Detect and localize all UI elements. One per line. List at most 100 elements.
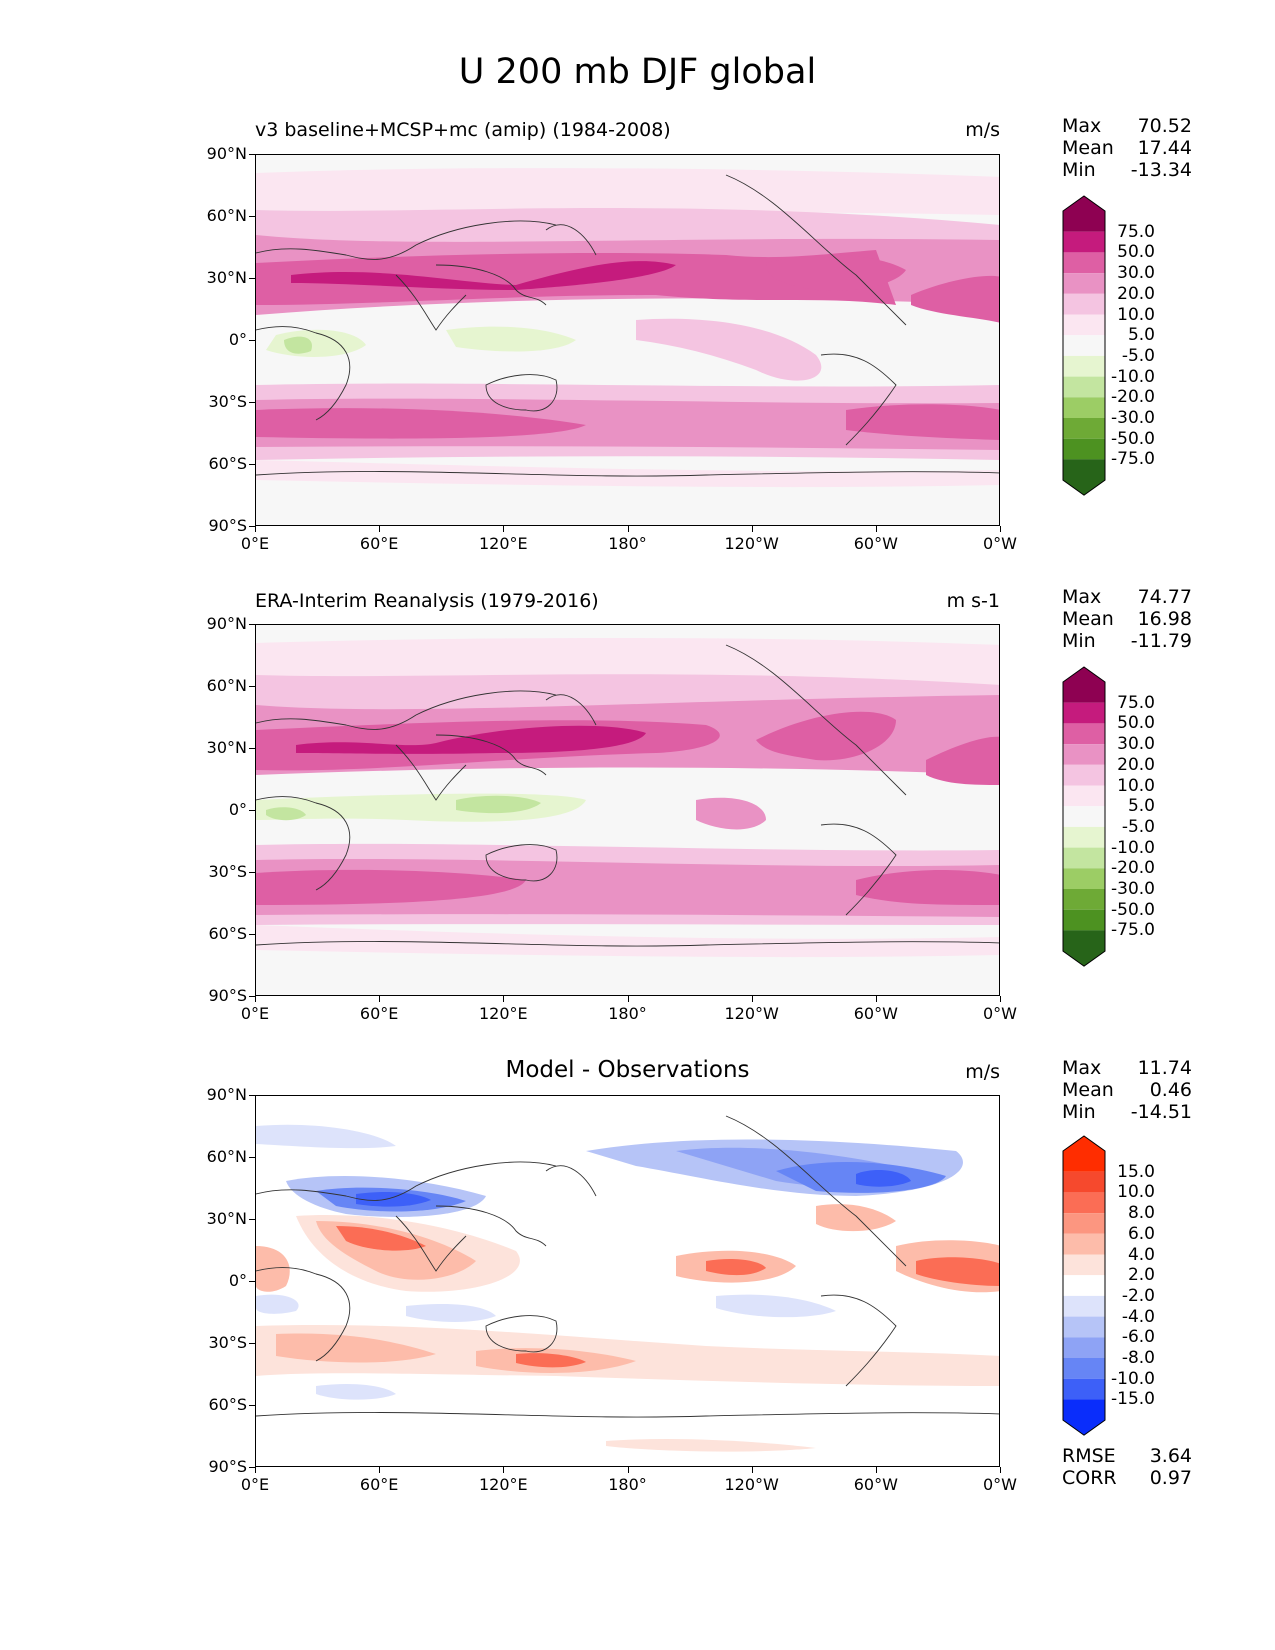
x-tick-label: 60°W [853, 1004, 898, 1023]
colorbar-segment [1063, 826, 1105, 848]
y-tick-label: 90°S [208, 1457, 247, 1476]
y-tick-mark [249, 1281, 255, 1282]
colorbar-segment [1063, 1378, 1105, 1400]
colorbar-label: 20.0 [1117, 754, 1155, 775]
stat-value: 70.52 [1137, 115, 1192, 137]
colorbar-segment [1063, 1233, 1105, 1255]
colorbar-segment [1063, 723, 1105, 745]
colorbar-label: -10.0 [1111, 1368, 1155, 1389]
colorbar-segment [1063, 355, 1105, 377]
stat-value: 74.77 [1137, 586, 1192, 608]
x-tick-label: 120°E [479, 534, 528, 553]
colorbar-label: 30.0 [1117, 263, 1155, 284]
panel-title: v3 baseline+MCSP+mc (amip) (1984-2008) [255, 119, 671, 141]
stats-block: Max 70.52 Mean 17.44 Min -13.34 [1062, 115, 1192, 181]
map-model [255, 154, 1000, 526]
colorbar-segment [1063, 667, 1105, 703]
x-tick-mark [751, 996, 753, 1002]
x-tick-mark [1000, 1467, 1001, 1473]
stat-value: -14.51 [1130, 1101, 1192, 1123]
x-tick-label: 180° [608, 1004, 647, 1023]
colorbar-segment [1063, 1275, 1105, 1296]
colorbar-label: -50.0 [1111, 899, 1155, 920]
x-tick-mark [255, 996, 256, 1002]
x-tick-label: 60°E [359, 1004, 399, 1023]
x-tick-mark [875, 996, 877, 1002]
colorbar-segment [1063, 909, 1105, 931]
colorbar-segment [1063, 1337, 1105, 1358]
y-tick-label: 60°N [206, 206, 247, 225]
colorbar-segment [1063, 1136, 1105, 1172]
colorbar-segment [1063, 397, 1105, 418]
colorbar-segment [1063, 702, 1105, 724]
y-tick-label: 60°N [206, 1147, 247, 1166]
colorbar-segment [1063, 1316, 1105, 1338]
colorbar-segment [1063, 335, 1105, 356]
metric-row: RMSE 3.64 [1062, 1445, 1192, 1467]
colorbar-label: -2.0 [1121, 1285, 1155, 1306]
colorbar-label: -10.0 [1111, 366, 1155, 387]
colorbar-label: -75.0 [1111, 449, 1155, 470]
colorbar-label: 10.0 [1117, 1182, 1155, 1203]
colorbar-segment [1063, 273, 1105, 294]
y-tick-label: 90°S [208, 986, 247, 1005]
stat-label: Mean [1062, 1079, 1114, 1101]
colorbar-label: -50.0 [1111, 428, 1155, 449]
y-tick-mark [249, 748, 255, 749]
colorbar-label: 75.0 [1117, 692, 1155, 713]
x-tick-mark [1000, 996, 1001, 1002]
colorbar-segment [1063, 785, 1105, 807]
colorbar-label: -4.0 [1121, 1306, 1155, 1327]
stat-label: Min [1062, 630, 1096, 652]
y-tick-mark [249, 1157, 255, 1158]
units-label: m/s [965, 1061, 1000, 1083]
x-tick-label: 60°E [359, 1475, 399, 1494]
x-tick-label: 120°W [724, 534, 779, 553]
colorbar-segment [1063, 764, 1105, 786]
y-tick-mark [249, 464, 255, 465]
y-tick-label: 30°N [206, 1209, 247, 1228]
colorbar-segment [1063, 293, 1105, 315]
colorbar-label: 15.0 [1117, 1161, 1155, 1182]
stats-block: Max 74.77 Mean 16.98 Min -11.79 [1062, 586, 1192, 652]
stat-label: Min [1062, 1101, 1096, 1123]
y-tick-label: 90°N [206, 614, 247, 633]
colorbar [1062, 1135, 1106, 1436]
units-label: m/s [965, 119, 1000, 141]
colorbar-segment [1063, 847, 1105, 869]
x-tick-mark [255, 526, 256, 532]
colorbar-label: 8.0 [1127, 1203, 1155, 1224]
stat-value: 11.74 [1137, 1057, 1192, 1079]
stat-row: Min -11.79 [1062, 630, 1192, 652]
map-difference [255, 1095, 1000, 1467]
y-tick-mark [249, 810, 255, 811]
stat-row: Min -14.51 [1062, 1101, 1192, 1123]
stat-row: Mean 17.44 [1062, 137, 1192, 159]
metric-label: RMSE [1062, 1445, 1116, 1467]
colorbar-segment [1063, 418, 1105, 439]
x-tick-label: 120°E [479, 1475, 528, 1494]
y-tick-label: 60°S [208, 454, 247, 473]
colorbar-label: -30.0 [1111, 408, 1155, 428]
x-tick-mark [1000, 526, 1001, 532]
colorbar-segment [1063, 196, 1105, 232]
stat-value: 16.98 [1137, 608, 1192, 630]
x-tick-mark [379, 526, 381, 532]
colorbar-label: 50.0 [1117, 713, 1155, 734]
x-tick-mark [751, 526, 753, 532]
colorbar [1062, 666, 1106, 967]
colorbar-label: -20.0 [1111, 387, 1155, 408]
colorbar-label: 4.0 [1127, 1244, 1155, 1265]
y-tick-mark [249, 1467, 255, 1468]
stat-label: Max [1062, 115, 1102, 137]
x-tick-mark [875, 1467, 877, 1473]
y-tick-label: 0° [228, 330, 247, 349]
y-tick-label: 30°S [208, 1333, 247, 1352]
colorbar-label: 6.0 [1127, 1223, 1155, 1244]
colorbar-label: 10.0 [1117, 304, 1155, 325]
colorbar-label: 5.0 [1127, 325, 1155, 346]
metric-row: CORR 0.97 [1062, 1467, 1192, 1489]
colorbar-segment [1063, 1399, 1105, 1436]
metric-value: 3.64 [1149, 1445, 1192, 1467]
colorbar-segment [1063, 231, 1105, 253]
